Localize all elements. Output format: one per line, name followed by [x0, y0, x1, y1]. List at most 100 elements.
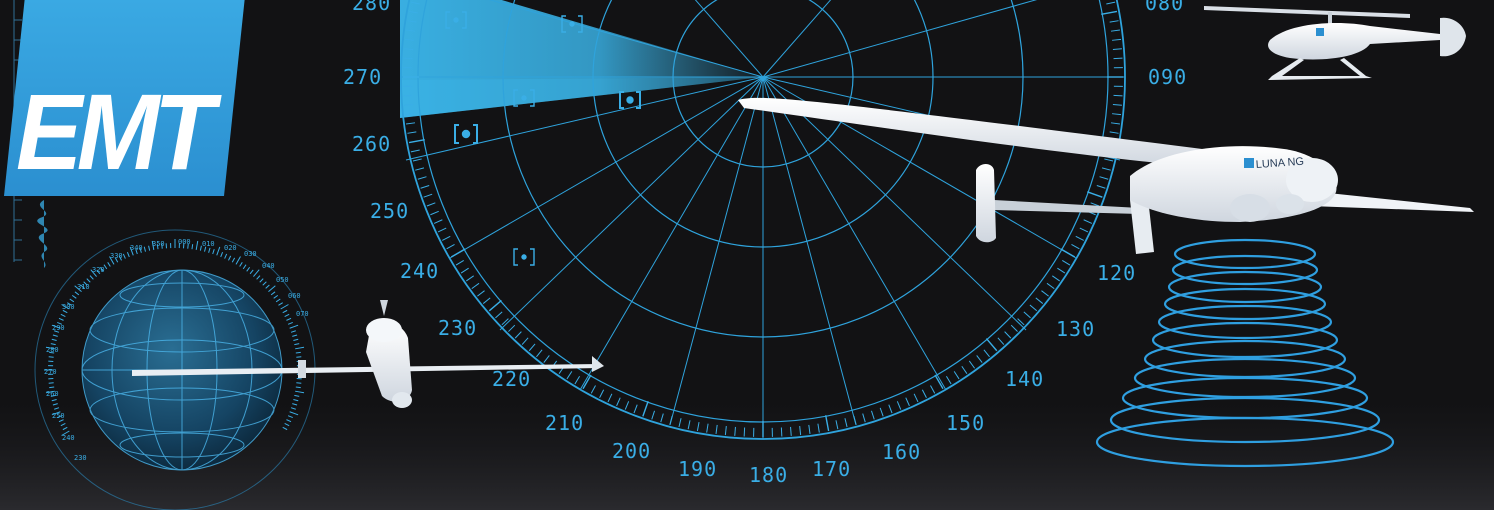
- globe-tick: [52, 403, 58, 406]
- helicopter-drone: [1204, 6, 1466, 80]
- radar-tick: [407, 20, 417, 23]
- radar-tick: [1004, 331, 1012, 339]
- radar-tick: [1099, 176, 1109, 180]
- globe-tick: [143, 246, 146, 252]
- globe-tick: [292, 334, 298, 337]
- globe-tick: [286, 317, 292, 321]
- globe-tick: [292, 403, 298, 406]
- radar-tick: [734, 426, 736, 436]
- globe-tick: [45, 390, 55, 394]
- radar-sweep-edge: [400, 77, 763, 118]
- globe-tick: [235, 256, 241, 265]
- radar-tick: [574, 376, 581, 385]
- radar-tick: [888, 404, 893, 414]
- globe-tick: [129, 246, 134, 256]
- drone-tail-fin: [976, 164, 996, 243]
- radar-tick: [471, 282, 480, 290]
- globe-tick: [86, 278, 91, 283]
- radar-tick: [985, 338, 998, 352]
- globe-tick: [280, 304, 289, 310]
- globe-tick: [50, 343, 56, 346]
- globe-tick: [216, 246, 221, 256]
- radar-tick: [624, 401, 630, 410]
- degree-label-080: 080: [1145, 0, 1184, 15]
- radar-tick: [1106, 1, 1116, 5]
- signal-coil: [1095, 238, 1395, 468]
- globe-tick: [195, 240, 199, 250]
- radar-tick: [1090, 202, 1100, 207]
- main-drone-luna-ng: LUNA NG: [738, 97, 1474, 254]
- degree-label-250: 250: [370, 199, 409, 223]
- radar-tick: [1060, 248, 1076, 258]
- globe-tick: [156, 244, 159, 250]
- globe-label: 250: [52, 412, 65, 420]
- radar-tick: [844, 418, 848, 428]
- globe-tick: [107, 262, 111, 267]
- globe-tick: [204, 246, 207, 252]
- radar-tick: [404, 113, 414, 116]
- radar-tick: [406, 29, 416, 32]
- globe-tick: [74, 291, 80, 296]
- radar-tick: [406, 122, 416, 125]
- radar-tick: [1087, 191, 1103, 198]
- globe-tick: [62, 309, 68, 314]
- radar-tick: [415, 167, 425, 171]
- globe-tick: [122, 253, 126, 259]
- globe-tick: [242, 264, 247, 270]
- radar-tick: [404, 104, 414, 106]
- globe-tick: [296, 356, 302, 358]
- degree-label-270: 270: [343, 65, 382, 89]
- globe-tick: [286, 419, 292, 423]
- radar-tick: [961, 365, 968, 374]
- radar-tick: [455, 259, 464, 266]
- degree-label-170: 170: [812, 457, 851, 481]
- radar-tick: [1109, 131, 1119, 134]
- globe-tick: [289, 411, 299, 416]
- globe-tick: [246, 266, 251, 272]
- globe-tick: [161, 243, 163, 249]
- target-marker: [619, 91, 641, 109]
- drone-rudder: [1130, 198, 1154, 254]
- globe-tick: [278, 302, 283, 306]
- radar-tick: [446, 244, 455, 250]
- globe-label: 350: [152, 240, 165, 248]
- globe-label: 030: [244, 250, 257, 258]
- radar-tick: [566, 371, 573, 380]
- globe-tick: [295, 386, 301, 389]
- waveform-icon: [37, 200, 48, 268]
- radar-tick: [825, 415, 830, 432]
- radar-tick: [799, 426, 802, 436]
- radar-tick: [433, 219, 443, 224]
- drone-wing-right: [1300, 190, 1474, 212]
- globe-tick: [90, 269, 97, 277]
- radar-tick: [521, 337, 529, 345]
- globe-tick: [71, 294, 77, 299]
- radar-tick: [921, 389, 927, 398]
- radar-tick: [1075, 235, 1084, 241]
- radar-tick: [696, 422, 700, 432]
- radar-tick: [1104, 158, 1114, 162]
- globe-tick: [45, 346, 55, 350]
- globe-tick: [48, 382, 54, 384]
- radar-tick: [1110, 122, 1120, 125]
- globe-tick: [294, 394, 300, 397]
- radar-tick: [408, 139, 425, 144]
- radar-tick: [1046, 282, 1055, 290]
- radar-tick: [599, 389, 605, 398]
- globe-tick: [282, 426, 288, 431]
- radar-tick: [1029, 304, 1038, 312]
- globe-tick: [290, 330, 296, 333]
- globe-label: 340: [130, 244, 143, 252]
- globe-tick: [284, 313, 290, 317]
- radar-tick: [1083, 219, 1093, 224]
- radar-tick: [607, 393, 613, 403]
- globe-tick: [61, 304, 70, 310]
- radar-tick: [1112, 48, 1122, 50]
- radar-tick: [968, 360, 976, 369]
- radar-tick: [1101, 167, 1111, 171]
- degree-label-230: 230: [438, 316, 477, 340]
- globe-tick: [295, 346, 305, 350]
- radar-tick: [1035, 297, 1044, 304]
- radar-tick: [460, 267, 469, 274]
